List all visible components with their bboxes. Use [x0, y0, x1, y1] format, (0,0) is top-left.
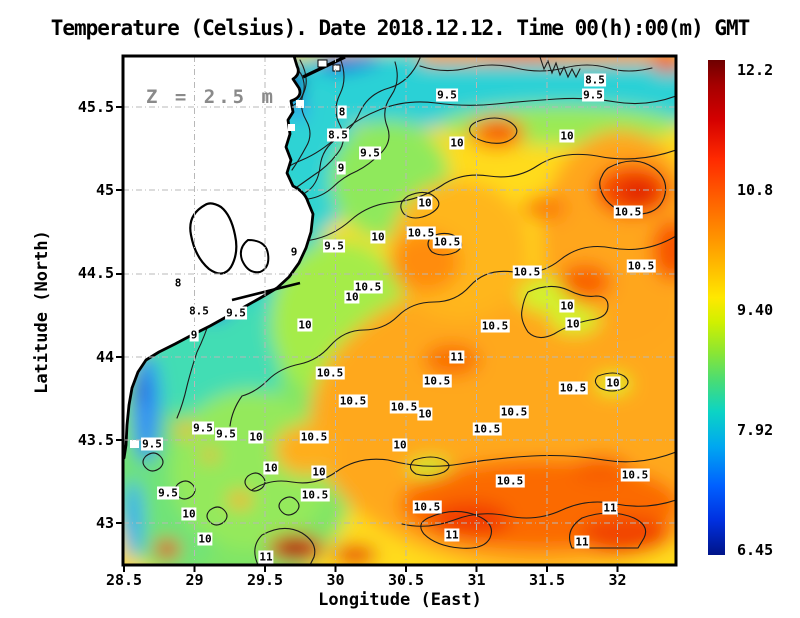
contour-value-label: 10.5 — [499, 405, 529, 419]
contour-value-label: 10.5 — [620, 468, 650, 482]
contour-value-label: 11 — [602, 501, 618, 515]
contour-value-label: 9.5 — [323, 239, 345, 253]
x-tick-label: 32 — [608, 571, 627, 589]
contour-value-label: 9 — [289, 245, 299, 259]
contour-value-label: 8.5 — [327, 128, 349, 142]
contour-value-label: 10 — [263, 461, 279, 475]
contour-value-label: 9 — [336, 161, 346, 175]
contour-value-label: 10 — [559, 299, 575, 313]
contour-value-label: 10.5 — [558, 381, 588, 395]
contour-value-label: 10 — [181, 507, 197, 521]
contour-value-label: 11 — [444, 528, 460, 542]
depth-label: Z = 2.5 m — [146, 86, 276, 108]
colorbar-tick-label: 6.45 — [737, 541, 774, 559]
contour-value-label: 10.5 — [299, 430, 329, 444]
x-tick-label: 30 — [326, 571, 345, 589]
contour-value-label: 9.5 — [225, 306, 247, 320]
contour-value-label: 10.5 — [412, 500, 442, 514]
contour-value-label: 8 — [173, 276, 183, 290]
contour-value-label: 10 — [344, 290, 360, 304]
y-tick-label: 43 — [95, 514, 114, 532]
colorbar-tick-label: 7.92 — [737, 421, 774, 439]
contour-value-label: 10 — [417, 196, 433, 210]
contour-value-label: 10 — [311, 465, 327, 479]
contour-value-label: 9.5 — [215, 427, 237, 441]
plot-border — [121, 54, 678, 567]
contour-value-label: 9.5 — [436, 88, 458, 102]
y-tick-label: 44 — [95, 347, 114, 366]
contour-value-label: 10.5 — [315, 366, 345, 380]
contour-value-label: 11 — [449, 350, 465, 364]
contour-value-label: 9.5 — [582, 88, 604, 102]
contour-value-label: 9.5 — [192, 421, 214, 435]
contour-value-label: 10.5 — [626, 259, 656, 273]
colorbar-tick-label: 12.2 — [737, 61, 774, 79]
x-tick-label: 31 — [467, 571, 486, 589]
x-tick-label: 29 — [185, 571, 204, 589]
axis-tick-marks — [116, 106, 619, 572]
sea-temperature-field — [123, 56, 676, 565]
contour-value-label: 10.5 — [480, 319, 510, 333]
contour-value-label: 10 — [565, 317, 581, 331]
contour-value-label: 8.5 — [584, 73, 606, 87]
contour-value-label: 8.5 — [188, 304, 210, 318]
contour-value-label: 10.5 — [472, 422, 502, 436]
contour-value-label: 10.5 — [389, 400, 419, 414]
contour-value-label: 10.5 — [353, 280, 383, 294]
contour-value-label: 10.5 — [613, 205, 643, 219]
contour-value-label: 10.5 — [512, 265, 542, 279]
contour-value-label: 9.5 — [157, 486, 179, 500]
contour-value-label: 11 — [258, 550, 274, 564]
x-tick-label: 30.5 — [387, 571, 425, 589]
colorbar-tick-label: 9.40 — [737, 301, 774, 319]
plot-title: Temperature (Celsius). Date 2018.12.12. … — [50, 16, 751, 40]
contour-value-label: 9.5 — [141, 437, 163, 451]
contour-value-label: 10.5 — [300, 488, 330, 502]
contour-value-label: 9 — [189, 328, 199, 342]
contour-value-label: 9.5 — [359, 146, 381, 160]
contour-value-label: 11 — [574, 535, 590, 549]
contour-value-label: 10 — [605, 376, 621, 390]
y-tick-label: 44.5 — [77, 264, 114, 283]
contour-value-label: 10.5 — [495, 474, 525, 488]
contour-value-label: 8 — [337, 105, 347, 119]
colorbar-tick-label: 10.8 — [737, 181, 774, 199]
contour-value-label: 10.5 — [338, 394, 368, 408]
contour-value-label: 10 — [248, 430, 264, 444]
contour-value-label: 10 — [297, 318, 313, 332]
contour-value-label: 10 — [392, 438, 408, 452]
contour-value-label: 10 — [417, 407, 433, 421]
y-tick-label: 43.5 — [77, 430, 114, 449]
y-axis-label: Latitude (North) — [32, 230, 52, 394]
y-tick-label: 45 — [95, 181, 114, 200]
x-tick-label: 29.5 — [246, 571, 284, 589]
contour-value-label: 10 — [197, 532, 213, 546]
x-axis-label: Longitude (East) — [318, 590, 482, 610]
contour-value-label: 10 — [370, 230, 386, 244]
x-tick-label: 31.5 — [528, 571, 566, 589]
y-tick-label: 45.5 — [77, 98, 114, 116]
contour-value-label: 10.5 — [432, 235, 462, 249]
contour-value-label: 10 — [559, 129, 575, 143]
x-tick-label: 28.5 — [105, 571, 143, 589]
contour-value-label: 10 — [449, 136, 465, 150]
colorbar — [708, 60, 725, 555]
contour-value-label: 10.5 — [422, 374, 452, 388]
contour-value-label: 10.5 — [406, 226, 436, 240]
